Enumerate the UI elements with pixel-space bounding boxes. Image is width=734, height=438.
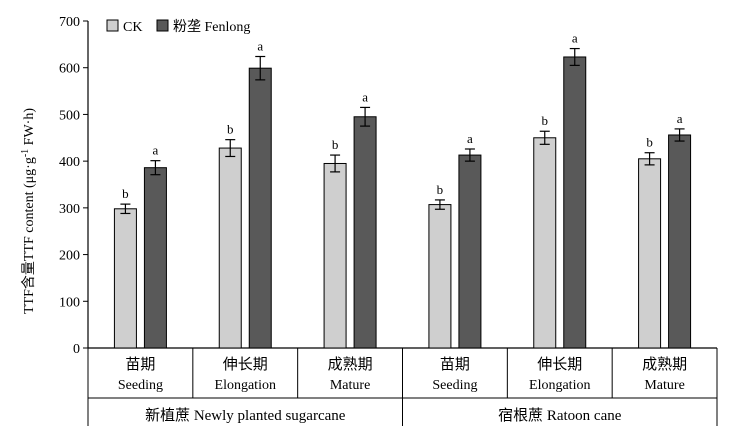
axes: 0 100 200 300 400 500 600 700 (59, 15, 718, 426)
category-label-zh: 成熟期 (642, 356, 687, 373)
bar-ck (113, 208, 137, 349)
significance-letter: b (542, 113, 549, 128)
significance-letter: a (153, 143, 159, 158)
y-label-unit: FW·h) (22, 108, 37, 149)
bar-ck (533, 137, 557, 349)
category-label-zh: 伸长期 (223, 356, 268, 373)
bar-ck (218, 147, 242, 349)
legend-label: 粉垄 Fenlong (173, 19, 250, 35)
y-tick-label: 500 (59, 108, 80, 123)
significance-letter: b (332, 137, 339, 152)
legend-label: CK (123, 20, 142, 35)
bar-fenlong (668, 134, 692, 349)
category-label-zh: 苗期 (440, 356, 470, 373)
category-label-en: Elongation (529, 378, 590, 393)
category-label-en: Elongation (215, 378, 276, 393)
y-tick-label: 0 (73, 342, 80, 357)
category-label-zh: 伸长期 (537, 356, 582, 373)
category-label-en: Seeding (118, 378, 163, 393)
significance-letter: b (437, 182, 444, 197)
significance-letter: b (646, 135, 653, 150)
y-tick-label: 600 (59, 62, 80, 77)
bar-ck (323, 162, 347, 349)
group-label: 宿根蔗 Ratoon cane (498, 407, 622, 424)
y-label-superscript: -1 (20, 149, 31, 157)
y-tick-label: 400 (59, 155, 80, 170)
bar-fenlong (563, 56, 587, 349)
legend-swatch (106, 19, 119, 32)
category-label-en: Mature (644, 378, 684, 393)
significance-letter: a (467, 131, 473, 146)
group-label: 新植蔗 Newly planted sugarcane (145, 407, 346, 424)
category-label-zh: 成熟期 (328, 356, 373, 373)
significance-letter: a (677, 111, 683, 126)
y-tick-label: 300 (59, 202, 80, 217)
bar-fenlong (248, 67, 272, 349)
category-label-en: Seeding (432, 378, 477, 393)
y-axis-label: TTF含量TTF content (μg·g-1 FW·h) (20, 108, 37, 314)
bar-ck (428, 204, 452, 349)
bar-fenlong (353, 116, 377, 349)
significance-letter: b (227, 122, 234, 137)
category-label-zh: 苗期 (125, 356, 155, 373)
y-tick-label: 100 (59, 295, 80, 310)
legend-swatch (156, 19, 169, 32)
significance-letter: a (572, 31, 578, 46)
bars (113, 47, 692, 349)
y-tick-label: 700 (59, 15, 80, 30)
y-tick-label: 200 (59, 249, 80, 264)
bar-fenlong (143, 167, 167, 349)
bar-ck (638, 158, 662, 349)
significance-letter: a (362, 89, 368, 104)
significance-letter: b (122, 186, 129, 201)
category-label-en: Mature (330, 378, 370, 393)
labels: 苗期 Seeding 伸长期 Elongation 成熟期 Mature 苗期 Seeding… (118, 31, 687, 424)
significance-letter: a (257, 39, 263, 54)
bar-fenlong (458, 154, 482, 349)
y-label-text: TTF含量TTF content (μg·g (21, 157, 37, 314)
legend: CK 粉垄 Fenlong (106, 19, 250, 35)
